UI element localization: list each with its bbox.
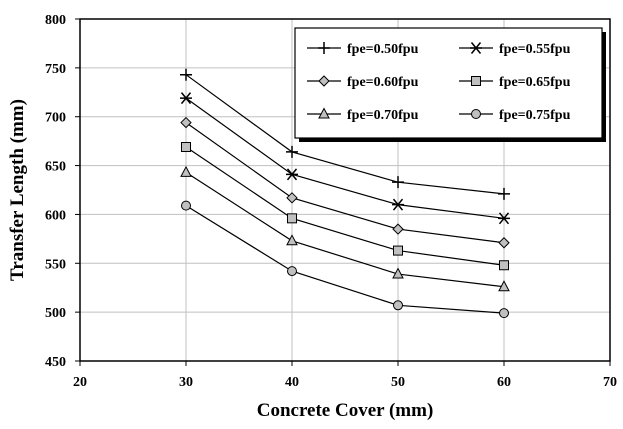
legend-box [294,27,603,139]
legend-label: fpe=0.60fpu [347,75,419,90]
x-tick-label: 30 [179,375,193,390]
series-line [185,146,505,266]
x-tick-label: 20 [73,375,87,390]
series-line [185,171,505,288]
x-tick-label: 70 [603,375,617,390]
y-axis-label: Transfer Length (mm) [7,99,28,281]
data-point-circle-marker [499,308,509,319]
series-line [185,74,505,195]
legend-item: fpe=0.65fpu [459,75,571,90]
x-axis-label: Concrete Cover (mm) [257,400,434,421]
data-point-plus-marker [318,42,330,54]
series-group [180,68,510,319]
data-point-diamond-marker [318,75,330,87]
data-point-star-marker [470,42,482,54]
series-1 [180,68,510,200]
data-point-triangle-marker [318,107,330,119]
data-point-star-marker [392,198,404,211]
y-tick-label: 700 [45,111,66,126]
data-point-circle-marker [471,109,481,119]
data-point-diamond-marker [498,237,510,249]
legend-item: fpe=0.75fpu [459,108,571,123]
legend: fpe=0.50fpu fpe=0.55fpu fpe=0.60fpu fpe=0.6… [294,27,606,142]
legend-label: fpe=0.65fpu [499,75,571,90]
series-6 [181,200,509,319]
data-point-square-marker [287,213,297,224]
y-tick-label: 750 [45,62,66,77]
series-line [185,97,505,219]
y-tick-label: 550 [45,257,66,272]
tick-labels: 20 30 40 50 60 70 450 500 550 600 650 700 750 800 [45,13,617,390]
series-4 [181,142,509,271]
series-5 [180,165,510,292]
y-tick-label: 500 [45,306,66,321]
series-2 [180,92,510,225]
data-point-diamond-marker [180,116,192,129]
data-point-plus-marker [180,68,192,81]
data-point-plus-marker [498,187,510,200]
data-point-diamond-marker [392,223,404,235]
data-point-plus-marker [286,145,298,158]
x-tick-label: 60 [497,375,511,390]
legend-label: fpe=0.55fpu [499,42,571,57]
legend-item: fpe=0.55fpu [459,42,571,57]
series-3 [180,116,510,249]
data-point-triangle-marker [392,267,404,279]
legend-item: fpe=0.60fpu [307,75,419,90]
data-point-circle-marker [393,300,403,311]
series-line [185,205,505,314]
data-point-triangle-marker [498,280,510,292]
series-line [185,122,505,244]
y-tick-label: 650 [45,160,66,175]
data-point-square-marker [393,245,403,256]
data-point-triangle-marker [180,165,192,177]
data-point-circle-marker [181,200,191,211]
legend-item: fpe=0.70fpu [307,107,419,123]
legend-label: fpe=0.50fpu [347,42,419,57]
data-point-star-marker [286,168,298,181]
data-point-star-marker [498,212,510,225]
y-tick-label: 600 [45,208,66,223]
data-point-square-marker [499,260,509,271]
data-point-triangle-marker [286,234,298,246]
x-tick-label: 50 [391,375,405,390]
y-tick-label: 450 [45,355,66,370]
data-point-circle-marker [287,266,297,277]
data-point-square-marker [181,142,191,153]
data-point-plus-marker [392,176,404,189]
y-tick-label: 800 [45,13,66,28]
legend-item: fpe=0.50fpu [307,42,419,57]
data-point-star-marker [180,92,192,105]
legend-label: fpe=0.70fpu [347,108,419,123]
legend-label: fpe=0.75fpu [499,108,571,123]
plot-frame [79,18,611,362]
data-point-diamond-marker [286,192,298,204]
data-point-square-marker [471,76,481,86]
x-tick-label: 40 [285,375,299,390]
